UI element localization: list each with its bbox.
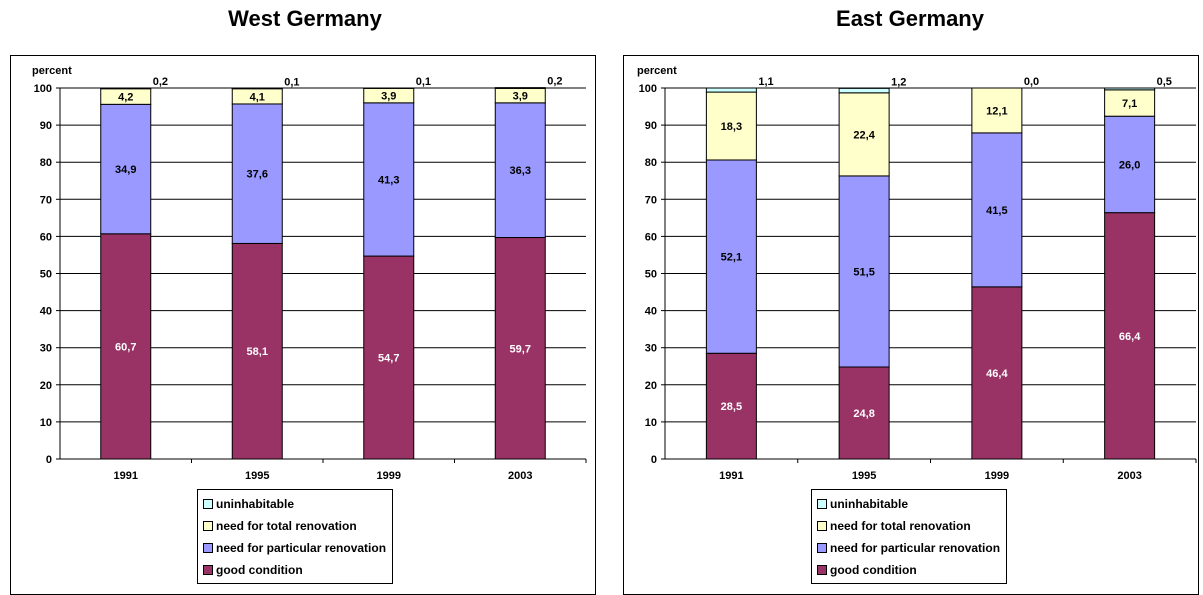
west-legend-swatch [203, 543, 213, 553]
west-data-label: 54,7 [378, 353, 399, 365]
west-data-label: 3,9 [381, 91, 396, 103]
west-chart-title: West Germany [10, 6, 600, 32]
west-ytick-label: 100 [34, 83, 52, 95]
west-ytick-label: 0 [46, 454, 52, 466]
west-ytick-label: 50 [40, 269, 52, 281]
west-legend-swatch [203, 499, 213, 509]
east-data-label: 7,1 [1122, 98, 1137, 110]
east-data-label: 41,5 [986, 205, 1007, 217]
east-legend-swatch [817, 499, 827, 509]
east-bar-segment [706, 88, 756, 92]
west-data-label: 0,1 [284, 76, 299, 88]
east-legend-swatch [817, 565, 827, 575]
east-xtick-label: 1991 [719, 470, 743, 482]
west-ytick-label: 90 [40, 120, 52, 132]
west-legend-item: need for total renovation [203, 515, 386, 537]
east-ytick-label: 10 [645, 417, 657, 429]
west-legend-item: need for particular renovation [203, 537, 386, 559]
west-xtick-label: 1991 [114, 470, 138, 482]
west-ytick-label: 80 [40, 157, 52, 169]
west-legend-label: need for total renovation [216, 519, 357, 533]
east-legend-label: need for total renovation [830, 519, 971, 533]
east-ytick-label: 60 [645, 231, 657, 243]
east-data-label: 0,5 [1157, 76, 1172, 88]
west-data-label: 4,2 [118, 92, 133, 104]
west-data-label: 59,7 [510, 343, 531, 355]
east-ytick-label: 20 [645, 380, 657, 392]
west-data-label: 0,1 [416, 76, 431, 88]
east-legend-item: uninhabitable [817, 493, 1000, 515]
east-legend: uninhabitable need for total renovation ne… [811, 489, 1007, 584]
east-ytick-label: 90 [645, 120, 657, 132]
west-ytick-label: 10 [40, 417, 52, 429]
west-ytick-label: 30 [40, 343, 52, 355]
east-legend-swatch [817, 543, 827, 553]
east-legend-label: uninhabitable [830, 497, 908, 511]
east-legend-swatch [817, 521, 827, 531]
east-data-label: 28,5 [721, 401, 742, 413]
west-data-label: 4,1 [250, 91, 265, 103]
east-ytick-label: 30 [645, 343, 657, 355]
west-ytick-label: 70 [40, 194, 52, 206]
east-ytick-label: 40 [645, 306, 657, 318]
west-data-label: 0,2 [153, 76, 168, 88]
west-ylabel: percent [32, 65, 72, 77]
east-ytick-label: 0 [651, 454, 657, 466]
east-data-label: 46,4 [986, 368, 1008, 380]
west-data-label: 60,7 [115, 341, 136, 353]
east-data-label: 1,2 [891, 76, 906, 88]
west-legend-item: good condition [203, 559, 386, 581]
west-data-label: 3,9 [513, 91, 528, 103]
east-xtick-label: 2003 [1117, 470, 1141, 482]
east-data-label: 1,1 [758, 76, 773, 88]
west-ytick-label: 20 [40, 380, 52, 392]
east-bar-segment [839, 88, 889, 92]
west-xtick-label: 1995 [245, 470, 269, 482]
west-data-label: 41,3 [378, 174, 399, 186]
east-ytick-label: 80 [645, 157, 657, 169]
east-data-label: 12,1 [986, 105, 1007, 117]
west-legend-label: need for particular renovation [216, 541, 386, 555]
east-ytick-label: 70 [645, 194, 657, 206]
east-data-label: 24,8 [853, 408, 874, 420]
west-bar-segment [495, 88, 545, 89]
west-legend-label: uninhabitable [216, 497, 294, 511]
west-xtick-label: 1999 [377, 470, 401, 482]
west-chart-area: 0 10 20 30 40 50 60 70 80 90 100 percent 60,7 34,9 4,2… [10, 55, 596, 595]
east-xtick-label: 1999 [985, 470, 1009, 482]
east-legend-item: need for particular renovation [817, 537, 1000, 559]
west-data-label: 58,1 [247, 346, 268, 358]
west-data-label: 37,6 [247, 169, 268, 181]
east-ytick-label: 100 [639, 83, 657, 95]
west-legend-item: uninhabitable [203, 493, 386, 515]
east-data-label: 52,1 [721, 252, 742, 264]
west-data-label: 0,2 [547, 76, 562, 88]
east-data-label: 51,5 [853, 266, 874, 278]
east-ylabel: percent [637, 65, 677, 77]
east-data-label: 0,0 [1024, 76, 1039, 88]
west-legend-label: good condition [216, 563, 303, 577]
east-data-label: 66,4 [1119, 331, 1141, 343]
west-legend-swatch [203, 565, 213, 575]
west-ytick-label: 60 [40, 231, 52, 243]
west-ytick-label: 40 [40, 306, 52, 318]
west-legend-swatch [203, 521, 213, 531]
west-xtick-label: 2003 [508, 470, 532, 482]
west-data-label: 36,3 [510, 165, 531, 177]
east-ytick-label: 50 [645, 269, 657, 281]
east-chart-area: 0 10 20 30 40 50 60 70 80 90 100 percent 28,5 52,1 18,… [623, 55, 1199, 595]
west-bar-segment [101, 88, 151, 89]
east-legend-label: need for particular renovation [830, 541, 1000, 555]
east-data-label: 18,3 [721, 121, 742, 133]
east-data-label: 22,4 [853, 129, 875, 141]
east-legend-item: good condition [817, 559, 1000, 581]
east-chart-title: East Germany [620, 6, 1200, 32]
east-legend-item: need for total renovation [817, 515, 1000, 537]
east-data-label: 26,0 [1119, 159, 1140, 171]
east-xtick-label: 1995 [852, 470, 876, 482]
west-data-label: 34,9 [115, 164, 136, 176]
east-legend-label: good condition [830, 563, 917, 577]
west-legend: uninhabitable need for total renovation ne… [197, 489, 393, 584]
east-bar-segment [1105, 88, 1155, 90]
